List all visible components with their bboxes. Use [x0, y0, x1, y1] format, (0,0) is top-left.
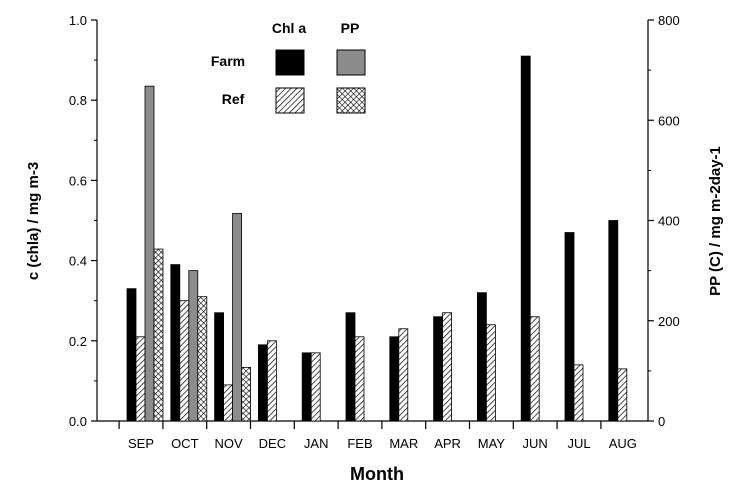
bar-hatch-nov: [223, 384, 234, 422]
x-axis-ticks: SEP OCT NOV DEC JAN FEB MAR APR MAY JUN JUL AUG: [118, 421, 637, 451]
right-axis-ticks: 0 200 400 600 800: [648, 13, 680, 429]
x-axis-tick-label: FEB: [347, 436, 372, 451]
left-axis-ticks: 0.0 0.2 0.4 0.6 0.8 1.0: [69, 13, 97, 429]
bar-crosshatch-nov: [241, 366, 252, 422]
bar-hatch-aug: [617, 368, 628, 422]
bar-black-nov: [214, 312, 225, 422]
x-axis-tick-label: SEP: [128, 436, 154, 451]
bar-hatch-jul: [573, 364, 584, 422]
left-axis-tick-label: 0.2: [69, 334, 87, 349]
bar-hatch-sep: [135, 336, 146, 422]
x-axis-tick-label: JUN: [523, 436, 548, 451]
bar-hatch-oct: [179, 300, 190, 422]
legend-swatch-ref-pp: [336, 87, 366, 114]
right-axis-tick-label: 200: [658, 314, 680, 329]
bar-black-dec: [257, 344, 268, 422]
x-axis-tick-label: OCT: [171, 436, 199, 451]
bar-gray-nov: [232, 213, 243, 422]
legend-row-ref: Ref: [222, 91, 245, 107]
bar-black-feb: [345, 312, 356, 422]
bar-gray-sep: [144, 85, 155, 422]
bar-black-aug: [608, 220, 619, 422]
left-axis-tick-label: 0.8: [69, 93, 87, 108]
bar-hatch-apr: [442, 312, 453, 422]
bar-black-may: [476, 292, 487, 422]
x-axis-title: Month: [350, 464, 404, 484]
x-axis-tick-label: APR: [434, 436, 461, 451]
legend-swatch-ref-chla: [275, 87, 305, 114]
bars-group: [126, 55, 628, 422]
right-axis-tick-label: 0: [658, 414, 665, 429]
x-axis-tick-label: MAY: [478, 436, 506, 451]
legend-swatch-farm-pp: [336, 49, 366, 76]
bar-hatch-mar: [398, 328, 409, 422]
bar-black-jun: [520, 55, 531, 422]
legend: Chl a PP Farm Ref: [211, 20, 366, 114]
bar-crosshatch-sep: [153, 248, 164, 422]
right-axis-tick-label: 400: [658, 214, 680, 229]
bar-black-oct: [170, 264, 181, 422]
bar-hatch-may: [485, 324, 496, 422]
legend-row-farm: Farm: [211, 53, 245, 69]
x-axis-tick-label: JUL: [567, 436, 590, 451]
bar-black-jan: [301, 352, 312, 422]
bar-crosshatch-oct: [197, 296, 208, 422]
bar-gray-oct: [188, 270, 199, 422]
legend-header-pp: PP: [341, 20, 360, 36]
bar-hatch-jan: [310, 352, 321, 422]
bar-black-sep: [126, 288, 137, 422]
x-axis-tick-label: AUG: [609, 436, 637, 451]
bar-black-apr: [433, 316, 444, 422]
left-axis-tick-label: 0.4: [69, 254, 87, 269]
y-axis-title-left: c (chla) / mg m-3: [25, 162, 42, 280]
bar-hatch-dec: [266, 340, 277, 422]
bar-black-jul: [564, 232, 575, 422]
left-axis-tick-label: 0.6: [69, 173, 87, 188]
legend-header-chla: Chl a: [272, 20, 306, 36]
left-axis-tick-label: 0.0: [69, 414, 87, 429]
x-axis-tick-label: JAN: [304, 436, 329, 451]
bar-black-mar: [389, 336, 400, 422]
x-axis-tick-label: NOV: [215, 436, 244, 451]
bar-hatch-jun: [529, 316, 540, 422]
legend-swatch-farm-chla: [275, 49, 305, 76]
right-axis-tick-label: 800: [658, 13, 680, 28]
x-axis-tick-label: DEC: [259, 436, 286, 451]
right-axis-tick-label: 600: [658, 113, 680, 128]
y-axis-title-right: PP (C) / mg m-2day-1: [707, 146, 724, 296]
bar-hatch-feb: [354, 336, 365, 422]
left-axis-tick-label: 1.0: [69, 13, 87, 28]
x-axis-tick-label: MAR: [389, 436, 418, 451]
